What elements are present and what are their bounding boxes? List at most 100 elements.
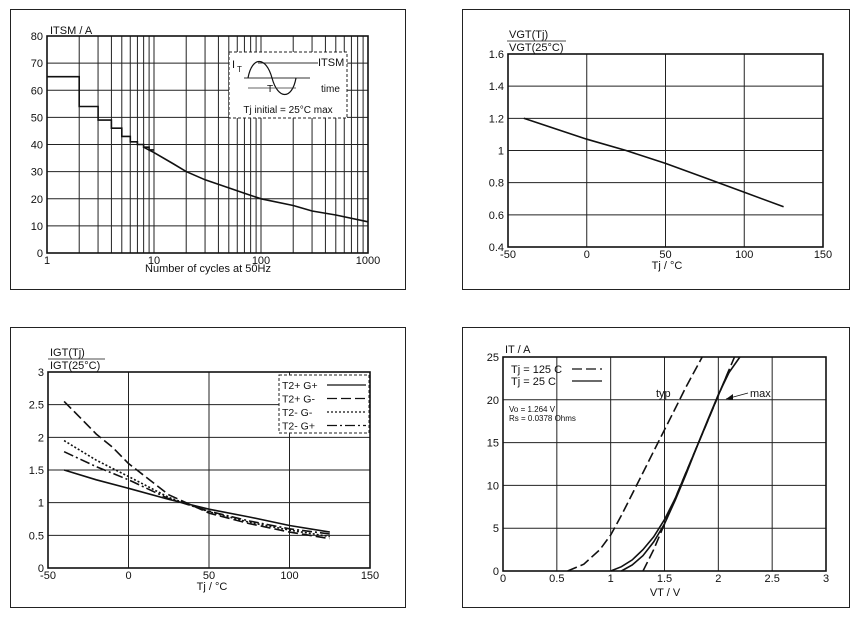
chart1-plot-area xyxy=(46,35,369,254)
chart2-ytick-label: 0.8 xyxy=(489,178,504,190)
inset-note: Tj initial = 25°C max xyxy=(243,105,332,116)
chart4-legend-label: Tj = 125 C xyxy=(511,364,562,376)
chart4-ytick-label: 5 xyxy=(493,523,499,535)
chart3-series-line xyxy=(63,450,330,535)
chart4-legend: Tj = 125 CTj = 25 C xyxy=(511,364,602,388)
chart4-ytick-label: 0 xyxy=(493,566,499,578)
chart4-param-rs: Rs = 0.0378 Ohms xyxy=(509,414,576,423)
chart3-series-line xyxy=(63,400,330,540)
chart1-ytick-label: 20 xyxy=(31,194,43,206)
chart4-series-line xyxy=(567,356,703,572)
chart2-xtick-label: 50 xyxy=(659,249,671,261)
chart1-xlabel: Number of cycles at 50Hz xyxy=(145,263,271,275)
chart2-ytick-label: 1.6 xyxy=(489,49,504,61)
chart1-xtick-label: 100 xyxy=(252,255,270,267)
inset-it-sub: T xyxy=(237,65,242,74)
chart4-annotation-typ: typ xyxy=(656,388,671,400)
chart3-ytick-label: 2.5 xyxy=(29,400,44,412)
chart2-plot-area xyxy=(507,53,824,248)
chart4-legend-label: Tj = 25 C xyxy=(511,376,556,388)
chart3-xtick-label: 0 xyxy=(125,570,131,582)
chart4-xtick-label: 1.5 xyxy=(657,573,672,585)
inset-sine-wave xyxy=(247,60,297,96)
inset-time-label: time xyxy=(321,84,340,95)
chart1-title: ITSM / A xyxy=(50,25,93,37)
panel-1-frame xyxy=(10,9,406,290)
chart1-ytick-label: 80 xyxy=(31,31,43,43)
chart1-series-line xyxy=(47,75,154,151)
chart1-series-line xyxy=(143,146,369,223)
chart4-ytick-label: 10 xyxy=(487,480,499,492)
it-vs-vt-chart: IT / A VT / V 0 0.5 1 1.5 2 2.5 3 0 5 10 15 20 25 Tj… xyxy=(487,344,829,599)
chart1-ytick-label: 40 xyxy=(31,140,43,152)
chart4-ytick-label: 25 xyxy=(487,352,499,364)
chart3-legend-label: T2+ G+ xyxy=(282,380,318,392)
chart4-xlabel: VT / V xyxy=(650,587,681,599)
chart4-xtick-label: 0.5 xyxy=(549,573,564,585)
chart3-plot-area xyxy=(47,371,371,569)
chart3-xtick-label: 100 xyxy=(280,570,298,582)
inset-it-label: I xyxy=(232,59,235,71)
itsm-vs-cycles-chart: ITSM / A Number of cycles at 50Hz 1 10 100… xyxy=(31,25,380,275)
chart4-xtick-label: 2 xyxy=(715,573,721,585)
chart1-ytick-label: 60 xyxy=(31,85,43,97)
chart4-xtick-label: 2.5 xyxy=(765,573,780,585)
chart4-ytick-label: 20 xyxy=(487,395,499,407)
chart2-xtick-label: 100 xyxy=(735,249,753,261)
chart4-xtick-label: 1 xyxy=(608,573,614,585)
chart3-legend-label: T2+ G- xyxy=(282,394,315,406)
chart3-ytick-label: 3 xyxy=(38,367,44,379)
chart3-ytick-label: 0.5 xyxy=(29,530,44,542)
chart2-xtick-label: 0 xyxy=(584,249,590,261)
chart1-ytick-label: 10 xyxy=(31,221,43,233)
vgt-vs-tj-chart: VGT(Tj) VGT(25°C) Tj / °C -50 0 50 100 150 0.… xyxy=(489,29,832,272)
chart2-xtick-label: 150 xyxy=(814,249,832,261)
chart3-xtick-label: 150 xyxy=(361,570,379,582)
chart2-ytick-label: 1.4 xyxy=(489,81,504,93)
chart2-ytick-label: 1 xyxy=(498,146,504,158)
inset-itsm-text: ITSM xyxy=(318,57,344,69)
chart2-xlabel: Tj / °C xyxy=(652,260,683,272)
chart3-legend-label: T2- G+ xyxy=(282,421,315,433)
chart1-inset: I T ITSM T time Tj initial = 25°C max xyxy=(228,51,348,119)
chart3-ytick-label: 2 xyxy=(38,432,44,444)
chart4-series-line xyxy=(642,356,736,572)
chart3-xlabel: Tj / °C xyxy=(197,581,228,593)
chart4-xtick-label: 0 xyxy=(500,573,506,585)
igt-vs-tj-chart: IGT(Tj) IGT(25°C) Tj / °C -50 0 50 100 15000… xyxy=(29,347,379,593)
chart4-plot-area xyxy=(502,356,827,572)
chart3-ytick-label: 1.5 xyxy=(29,465,44,477)
chart1-xtick-label: 1000 xyxy=(356,255,380,267)
chart4-title: IT / A xyxy=(505,344,531,356)
chart4-ytick-label: 15 xyxy=(487,438,499,450)
chart3-title-denominator: IGT(25°C) xyxy=(50,360,100,372)
chart4-param-vo: Vo = 1.264 V xyxy=(509,405,556,414)
chart2-title-denominator: VGT(25°C) xyxy=(509,42,564,54)
chart1-xtick-label: 10 xyxy=(148,255,160,267)
panel-3-frame xyxy=(10,327,406,608)
chart2-ytick-label: 0.4 xyxy=(489,242,504,254)
chart3-ytick-label: 1 xyxy=(38,498,44,510)
chart3-legend-label: T2- G- xyxy=(282,407,313,419)
chart3-title-numerator: IGT(Tj) xyxy=(50,347,85,359)
chart4-annotation-max: max xyxy=(750,388,771,400)
inset-t-label: T xyxy=(267,84,273,95)
panel-2-frame xyxy=(462,9,850,290)
chart3-legend: T2+ G+ T2+ G-T2- G- T2- G+ xyxy=(278,374,370,434)
chart2-ytick-label: 0.6 xyxy=(489,210,504,222)
chart4-xtick-label: 3 xyxy=(823,573,829,585)
chart2-ytick-label: 1.2 xyxy=(489,113,504,125)
chart1-xtick-label: 1 xyxy=(44,255,50,267)
chart1-ytick-label: 0 xyxy=(37,248,43,260)
chart3-ytick-label: 0 xyxy=(38,563,44,575)
chart2-xtick-label: -50 xyxy=(500,249,516,261)
chart2-series-line xyxy=(523,117,784,208)
chart4-max-arrowhead xyxy=(726,394,733,400)
chart1-ytick-label: 70 xyxy=(31,58,43,70)
chart3-xtick-label: -50 xyxy=(40,570,56,582)
chart4-series-line xyxy=(621,356,741,572)
chart2-title-numerator: VGT(Tj) xyxy=(509,29,548,41)
chart1-ytick-label: 50 xyxy=(31,112,43,124)
chart3-xtick-label: 50 xyxy=(203,570,215,582)
